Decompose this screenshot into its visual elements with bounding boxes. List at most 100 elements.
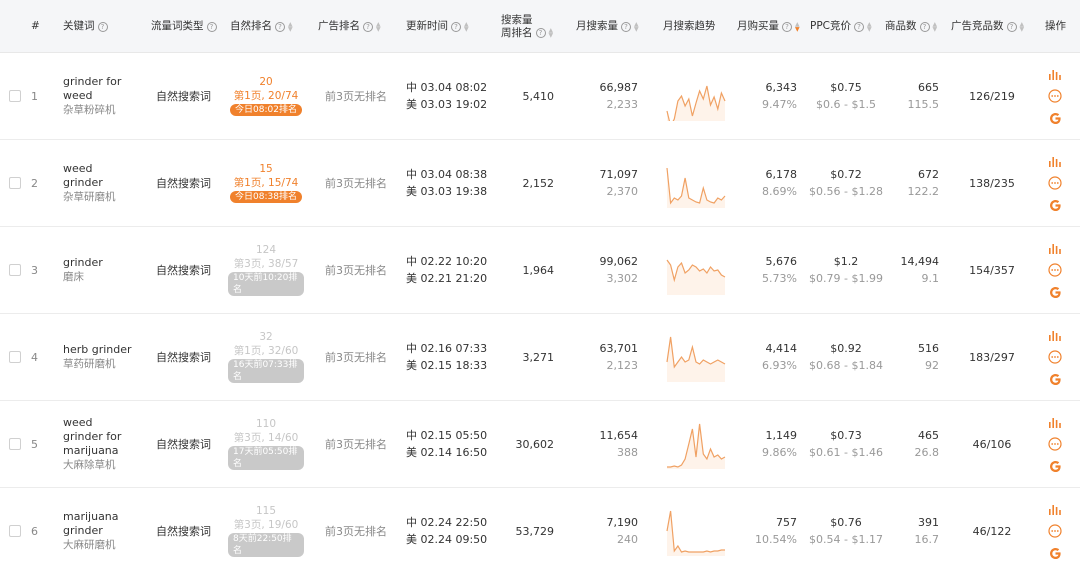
more-icon[interactable] xyxy=(1048,176,1062,190)
search-rank-value: 53,729 xyxy=(515,524,555,538)
header-search-rank-label: 搜索量 周排名 xyxy=(501,13,533,39)
more-icon[interactable] xyxy=(1048,89,1062,103)
help-icon[interactable]: ? xyxy=(275,21,285,32)
trend-sparkline[interactable] xyxy=(666,332,726,382)
table-row[interactable]: 6 marijuana grinder 大麻研磨机 自然搜索词 115 第3页,… xyxy=(0,488,1080,568)
help-icon[interactable]: ? xyxy=(451,21,461,32)
sort-icon[interactable]: ▲ ▼ xyxy=(795,20,800,33)
more-icon[interactable] xyxy=(1048,350,1062,364)
update-time-us: 美 02.21 21:20 xyxy=(406,272,488,285)
trend-cell[interactable] xyxy=(666,140,726,226)
more-icon[interactable] xyxy=(1048,263,1062,277)
keyword-text[interactable]: grinder for weed xyxy=(63,74,122,102)
header-keyword[interactable]: 关键词 ? xyxy=(63,0,108,53)
monthly-buy-cell: 757 10.54% xyxy=(740,488,797,568)
table-row[interactable]: 3 grinder 磨床 自然搜索词 124 第3页, 38/57 10天前10… xyxy=(0,227,1080,314)
more-icon[interactable] xyxy=(1048,437,1062,451)
row-checkbox[interactable] xyxy=(9,177,21,189)
keyword-text[interactable]: herb grinder xyxy=(63,342,132,356)
help-icon[interactable]: ? xyxy=(919,21,930,32)
trend-sparkline[interactable] xyxy=(666,158,726,208)
table-row[interactable]: 5 weed grinder for marijuana 大麻除草机 自然搜索词… xyxy=(0,401,1080,488)
bar-chart-icon[interactable] xyxy=(1048,502,1062,516)
google-icon[interactable] xyxy=(1048,372,1062,386)
header-update-time[interactable]: 更新时间 ? ▲ ▼ xyxy=(406,0,469,53)
header-ppc[interactable]: PPC竞价 ? ▲ ▼ xyxy=(810,0,872,53)
header-monthly-buy[interactable]: 月购买量 ? ▲ ▼ xyxy=(737,0,800,53)
keyword-cell[interactable]: weed grinder 杂草研磨机 xyxy=(63,140,133,226)
trend-cell[interactable] xyxy=(666,314,726,400)
row-checkbox[interactable] xyxy=(9,525,21,537)
help-icon[interactable]: ? xyxy=(854,21,864,32)
bar-chart-icon[interactable] xyxy=(1048,154,1062,168)
trend-cell[interactable] xyxy=(666,488,726,568)
sort-icon[interactable]: ▲ ▼ xyxy=(288,20,293,33)
row-checkbox[interactable] xyxy=(9,90,21,102)
sort-icon[interactable]: ▲ ▼ xyxy=(634,20,639,33)
table-row[interactable]: 2 weed grinder 杂草研磨机 自然搜索词 15 第1页, 15/74… xyxy=(0,140,1080,227)
keyword-text[interactable]: grinder xyxy=(63,255,103,269)
buy-rate-value: 9.86% xyxy=(762,446,797,459)
trend-sparkline[interactable] xyxy=(666,71,726,121)
help-icon[interactable]: ? xyxy=(206,21,217,32)
actions-cell xyxy=(1047,140,1063,226)
keyword-cell[interactable]: grinder for weed 杂草粉碎机 xyxy=(63,53,133,139)
header-search-rank[interactable]: 搜索量 周排名 ? ▲ ▼ xyxy=(501,0,553,53)
sort-icon[interactable]: ▲ ▼ xyxy=(464,20,469,33)
row-checkbox[interactable] xyxy=(9,351,21,363)
header-ad-rank[interactable]: 广告排名 ? ▲ ▼ xyxy=(318,0,381,53)
products-value: 14,494 xyxy=(900,255,940,268)
header-natural-rank[interactable]: 自然排名 ? ▲ ▼ xyxy=(230,0,293,53)
help-icon[interactable]: ? xyxy=(1006,21,1017,32)
sort-icon[interactable]: ▲ ▼ xyxy=(1019,20,1025,33)
row-checkbox[interactable] xyxy=(9,264,21,276)
table-row[interactable]: 1 grinder for weed 杂草粉碎机 自然搜索词 20 第1页, 2… xyxy=(0,53,1080,140)
monthly-buy-cell: 6,343 9.47% xyxy=(740,53,797,139)
ad-products-cell: 154/357 xyxy=(960,227,1024,313)
sort-icon[interactable]: ▲ ▼ xyxy=(548,26,554,39)
help-icon[interactable]: ? xyxy=(535,27,546,38)
google-icon[interactable] xyxy=(1048,546,1062,560)
bar-chart-icon[interactable] xyxy=(1048,67,1062,81)
sort-icon[interactable]: ▲ ▼ xyxy=(932,20,938,33)
natural-rank-page: 第3页, 14/60 xyxy=(233,432,299,444)
header-products[interactable]: 商品数 ? ▲ ▼ xyxy=(885,0,937,53)
keyword-text[interactable]: weed grinder for marijuana xyxy=(63,415,122,457)
keyword-cell[interactable]: grinder 磨床 xyxy=(63,227,133,313)
monthly-search-value: 66,987 xyxy=(599,81,639,94)
bar-chart-icon[interactable] xyxy=(1048,328,1062,342)
trend-cell[interactable] xyxy=(666,401,726,487)
keyword-text[interactable]: marijuana grinder xyxy=(63,509,119,537)
trend-sparkline[interactable] xyxy=(666,506,726,556)
trend-sparkline[interactable] xyxy=(666,419,726,469)
trend-cell[interactable] xyxy=(666,227,726,313)
google-icon[interactable] xyxy=(1048,111,1062,125)
bar-chart-icon[interactable] xyxy=(1048,241,1062,255)
more-icon[interactable] xyxy=(1048,524,1062,538)
trend-sparkline[interactable] xyxy=(666,245,726,295)
trend-line xyxy=(666,259,726,283)
header-ad-products[interactable]: 广告竞品数 ? ▲ ▼ xyxy=(951,0,1024,53)
help-icon[interactable]: ? xyxy=(782,21,792,32)
table-header: # 关键词 ? 流量词类型 ? 自然排名 ? ▲ ▼ 广告排名 ? ▲ ▼ 更新时间… xyxy=(0,0,1080,53)
sort-icon[interactable]: ▲ ▼ xyxy=(376,20,381,33)
keyword-text[interactable]: weed grinder xyxy=(63,161,103,189)
google-icon[interactable] xyxy=(1048,459,1062,473)
header-monthly-search[interactable]: 月搜索量 ? ▲ ▼ xyxy=(576,0,639,53)
products-value: 672 xyxy=(918,168,939,181)
google-icon[interactable] xyxy=(1048,198,1062,212)
keyword-cell[interactable]: marijuana grinder 大麻研磨机 xyxy=(63,488,133,568)
table-row[interactable]: 4 herb grinder 草药研磨机 自然搜索词 32 第1页, 32/60… xyxy=(0,314,1080,401)
header-traffic-type[interactable]: 流量词类型 ? xyxy=(151,0,217,53)
help-icon[interactable]: ? xyxy=(97,21,108,32)
keyword-cell[interactable]: herb grinder 草药研磨机 xyxy=(63,314,133,400)
keyword-cell[interactable]: weed grinder for marijuana 大麻除草机 xyxy=(63,401,133,487)
google-icon[interactable] xyxy=(1048,285,1062,299)
bar-chart-icon[interactable] xyxy=(1048,415,1062,429)
help-icon[interactable]: ? xyxy=(621,21,631,32)
help-icon[interactable]: ? xyxy=(363,21,373,32)
trend-cell[interactable] xyxy=(666,53,726,139)
row-checkbox[interactable] xyxy=(9,438,21,450)
traffic-type-cell: 自然搜索词 xyxy=(156,227,211,313)
sort-icon[interactable]: ▲ ▼ xyxy=(867,20,872,33)
